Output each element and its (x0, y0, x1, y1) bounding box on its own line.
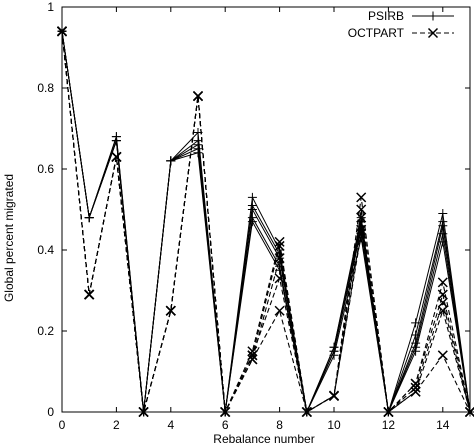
data-point (356, 212, 367, 223)
legend-sample-octpart (412, 27, 454, 39)
data-point (274, 240, 285, 251)
series-group (56, 26, 474, 418)
axis-ticks: 0 2 4 6 8 10 12 14 0 0.2 0.4 0.6 0.8 1 (37, 0, 470, 432)
series-psirb-3 (57, 26, 474, 417)
legend-label-octpart: OCTPART (348, 26, 405, 40)
legend-label-psirb: PSIRB (368, 9, 404, 23)
series-line (61, 31, 471, 414)
legend-marker (427, 27, 439, 39)
data-point (111, 151, 122, 162)
x-tick-label: 14 (436, 418, 450, 432)
data-point (437, 350, 448, 361)
y-tick-label: 0.2 (37, 324, 54, 338)
data-point (247, 192, 257, 202)
y-axis-label: Global percent migrated (2, 174, 16, 302)
data-point (165, 305, 176, 316)
data-point (274, 253, 285, 264)
legend-sample-psirb (412, 11, 454, 21)
data-point (247, 350, 258, 361)
y-tick-label: 0.6 (37, 162, 54, 176)
y-tick-label: 1 (47, 0, 54, 14)
series-line (61, 31, 471, 414)
data-point (84, 289, 95, 300)
data-point (410, 378, 421, 389)
data-point (329, 350, 339, 360)
data-point (437, 305, 448, 316)
data-point (438, 229, 448, 239)
data-point (356, 204, 367, 215)
x-tick-label: 10 (327, 418, 341, 432)
series-line (61, 31, 471, 414)
x-tick-label: 4 (167, 418, 174, 432)
data-point (437, 297, 448, 308)
data-point (328, 390, 340, 401)
y-tick-label: 0.4 (37, 243, 54, 257)
y-tick-label: 0.8 (37, 81, 54, 95)
legend: PSIRB OCTPART (348, 9, 454, 40)
data-point (274, 236, 285, 247)
data-point (111, 136, 121, 146)
x-tick-label: 0 (59, 418, 66, 432)
data-point (437, 277, 448, 288)
series-line (61, 31, 471, 415)
x-tick-label: 12 (382, 418, 396, 432)
data-point (438, 237, 448, 247)
data-point (438, 209, 448, 219)
data-point (411, 346, 421, 356)
data-point (247, 217, 257, 227)
data-point (438, 221, 448, 231)
data-point (166, 156, 176, 166)
data-point (437, 289, 448, 300)
data-point (193, 148, 203, 158)
legend-marker (428, 11, 438, 21)
data-point (356, 224, 367, 235)
series-line (61, 31, 471, 415)
series-psirb-4 (57, 26, 474, 417)
data-point (356, 192, 367, 203)
y-tick-label: 0 (47, 405, 54, 419)
data-point (410, 382, 421, 393)
data-point (247, 205, 257, 214)
data-point (84, 213, 94, 223)
data-point (247, 354, 258, 365)
data-point (410, 386, 421, 397)
data-point (274, 305, 285, 316)
x-tick-label: 8 (276, 418, 283, 432)
x-axis-label: Rebalance number (213, 432, 314, 445)
x-tick-label: 2 (113, 418, 120, 432)
data-point (192, 91, 204, 102)
x-tick-label: 6 (222, 418, 229, 432)
data-point (356, 228, 367, 239)
series-line (61, 31, 471, 414)
plot-frame (61, 6, 471, 413)
